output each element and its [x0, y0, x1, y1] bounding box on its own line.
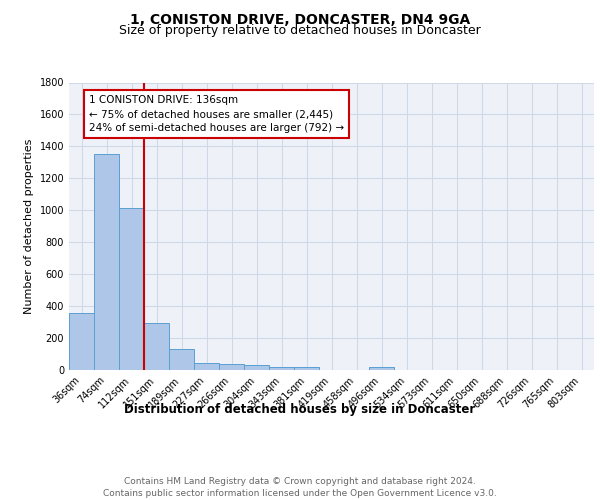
Bar [144, 323, 169, 370]
Bar [169, 349, 194, 370]
Text: Distribution of detached houses by size in Doncaster: Distribution of detached houses by size … [124, 402, 476, 415]
Bar [294, 368, 319, 370]
Bar [194, 364, 219, 370]
Text: Size of property relative to detached houses in Doncaster: Size of property relative to detached ho… [119, 24, 481, 37]
Bar [69, 314, 94, 370]
Text: 1 CONISTON DRIVE: 136sqm
← 75% of detached houses are smaller (2,445)
24% of sem: 1 CONISTON DRIVE: 136sqm ← 75% of detach… [89, 96, 344, 134]
Bar [94, 154, 119, 370]
Bar [219, 364, 244, 370]
Y-axis label: Number of detached properties: Number of detached properties [24, 138, 34, 314]
Text: 1, CONISTON DRIVE, DONCASTER, DN4 9GA: 1, CONISTON DRIVE, DONCASTER, DN4 9GA [130, 12, 470, 26]
Bar [119, 208, 144, 370]
Bar [269, 367, 294, 370]
Bar [369, 367, 394, 370]
Text: Contains HM Land Registry data © Crown copyright and database right 2024.
Contai: Contains HM Land Registry data © Crown c… [103, 476, 497, 498]
Bar [244, 365, 269, 370]
